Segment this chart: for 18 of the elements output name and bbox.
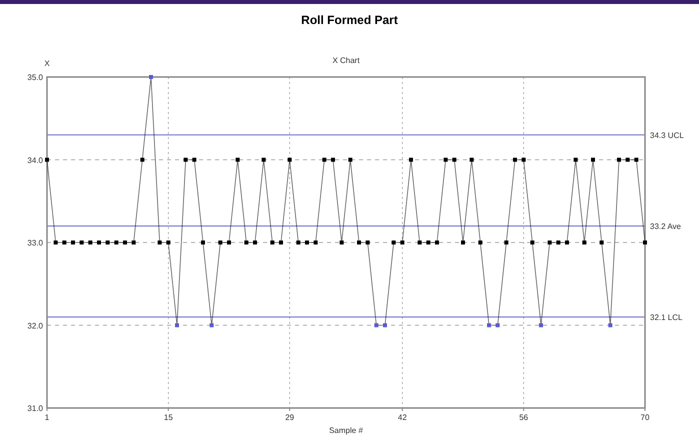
x-tick-label: 29 <box>285 413 295 422</box>
x-tick-label: 15 <box>164 413 174 422</box>
x-tick-label: 56 <box>519 413 529 422</box>
y-tick-label: 34.0 <box>27 156 44 165</box>
x-tick-label: 42 <box>398 413 408 422</box>
ref-line-label: 34.3 UCL <box>650 130 684 140</box>
chart-subtitle: X Chart <box>332 56 360 65</box>
x-tick-label: 1 <box>44 413 50 422</box>
ref-line-label: 32.1 LCL <box>650 312 684 322</box>
y-tick-label: 31.0 <box>27 404 44 413</box>
ref-line-label: 33.2 Ave <box>650 222 682 231</box>
y-tick-label: 32.0 <box>27 321 44 330</box>
x-tick-label: 70 <box>640 413 650 422</box>
y-tick-label: 33.0 <box>27 238 44 248</box>
chart-title: Roll Formed Part <box>301 13 398 27</box>
y-axis-title: X <box>44 59 50 68</box>
y-tick-label: 35.0 <box>27 73 44 82</box>
x-axis-title: Sample # <box>329 426 364 435</box>
